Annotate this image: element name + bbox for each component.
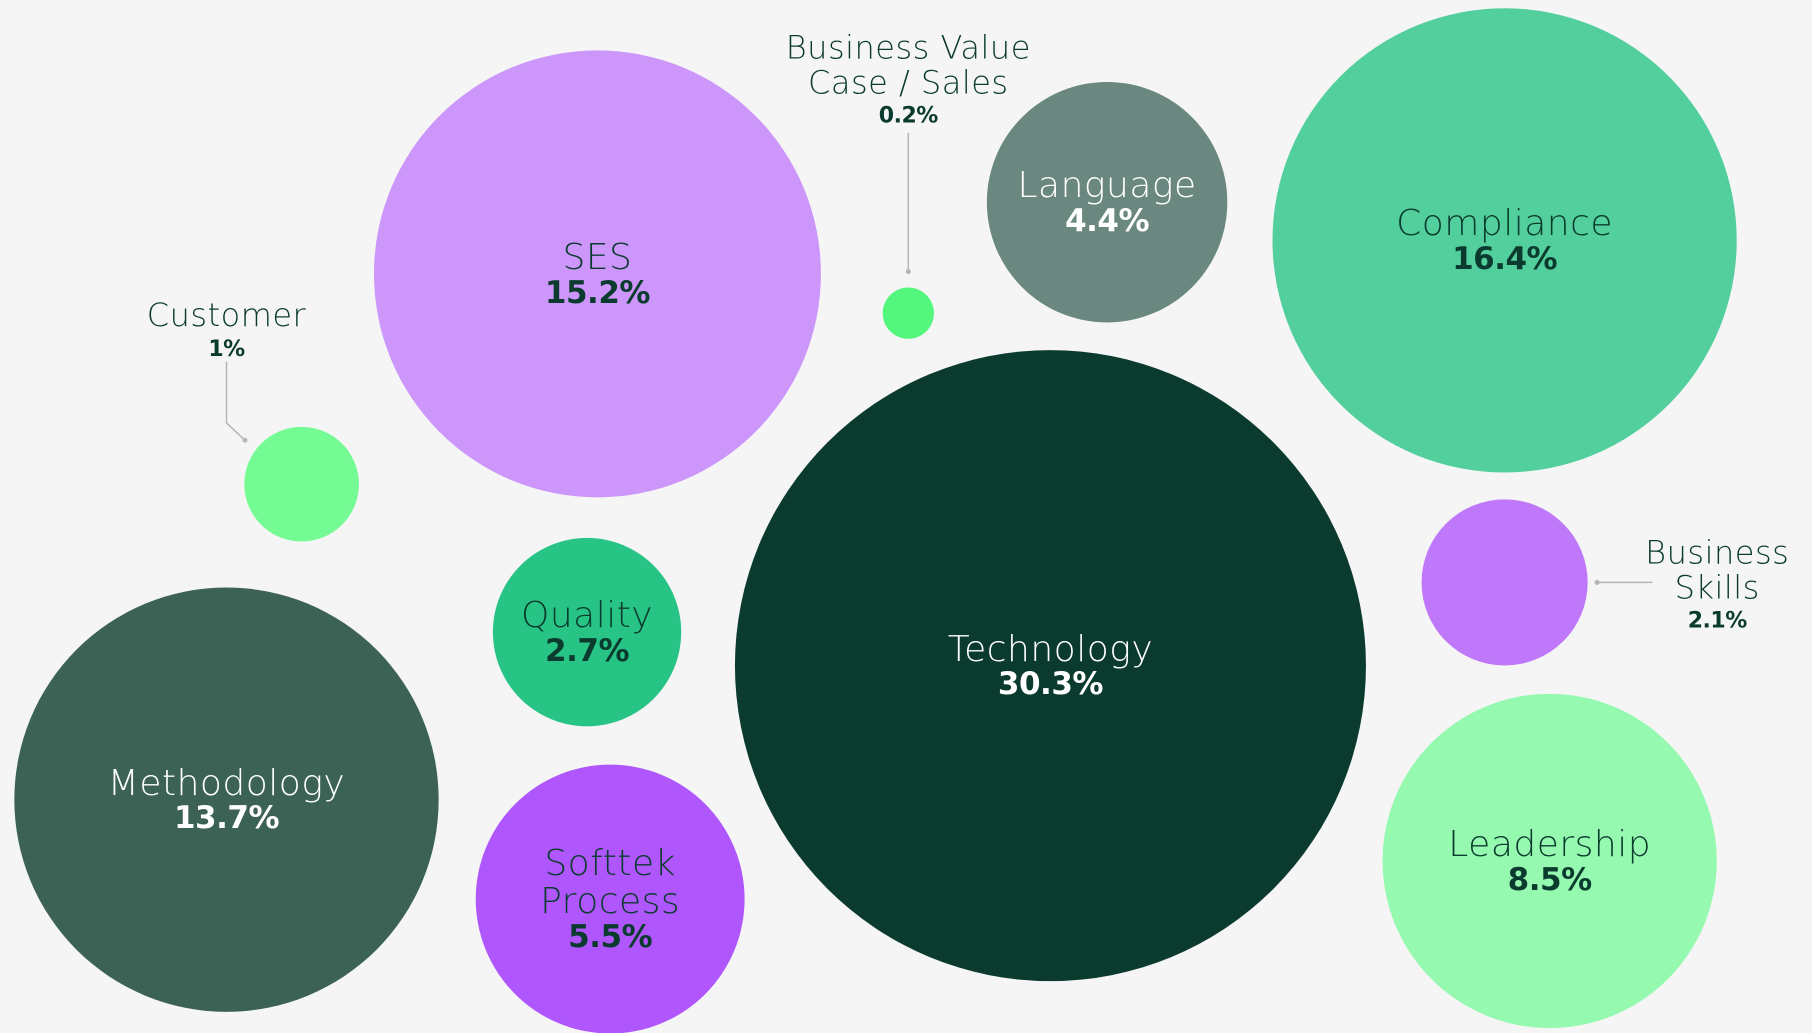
bubble-label: Compliance 16.4% xyxy=(1396,205,1613,275)
category-label: Customer xyxy=(146,296,307,335)
value-label: 2.7% xyxy=(545,632,630,669)
value-label: 15.2% xyxy=(544,274,651,311)
bubble-label: Technology 30.3% xyxy=(948,630,1153,700)
category-label: Technology xyxy=(947,628,1154,670)
leader-dot xyxy=(1594,579,1600,585)
category-label: Methodology xyxy=(107,762,346,804)
bubble xyxy=(1421,499,1588,666)
bubble xyxy=(14,587,439,1012)
category-label: Leadership xyxy=(1448,823,1652,865)
category-label: Compliance xyxy=(1396,203,1614,245)
bubble-label: Leadership 8.5% xyxy=(1448,823,1652,898)
leader-line xyxy=(225,361,246,441)
leader-dot xyxy=(242,437,248,443)
bubble-label: Business Skills 2.1% xyxy=(1631,532,1804,634)
category-label: Language xyxy=(1017,165,1197,207)
value-label: 30.3% xyxy=(997,666,1104,703)
value-label: 8.5% xyxy=(1507,861,1592,898)
category-label: Business Skills xyxy=(1645,532,1790,607)
bubble-label: Methodology 13.7% xyxy=(107,762,346,837)
bubble xyxy=(1382,693,1717,1029)
category-label: Business Value Case / Sales xyxy=(785,27,1031,102)
bubble xyxy=(882,287,934,339)
bubble-label: Softtek Process 5.5% xyxy=(500,845,720,953)
value-label: 16.4% xyxy=(1452,240,1558,277)
category-label: Softtek Process xyxy=(540,842,681,922)
leader-dot xyxy=(905,269,911,275)
bubble xyxy=(475,764,745,1033)
value-label: 0.2% xyxy=(878,103,939,129)
bubble xyxy=(492,537,682,727)
value-label: 13.7% xyxy=(173,800,280,837)
bubble-label: Language 4.4% xyxy=(1017,167,1196,237)
category-label: SES xyxy=(562,236,633,278)
value-label: 4.4% xyxy=(1065,202,1150,239)
bubble-label: Quality 2.7% xyxy=(521,597,653,667)
category-label: Quality xyxy=(520,594,654,636)
bubble xyxy=(244,426,359,542)
bubble xyxy=(1272,8,1737,473)
value-label: 2.1% xyxy=(1687,608,1748,634)
bubble xyxy=(373,50,821,498)
bubble xyxy=(986,82,1228,323)
bubble-label: SES 15.2% xyxy=(544,236,651,311)
value-label: 5.5% xyxy=(568,918,653,955)
bubble-label: Business Value Case / Sales 0.2% xyxy=(770,27,1047,129)
value-label: 1% xyxy=(208,336,245,362)
bubble xyxy=(734,350,1366,982)
bubble-label: Customer 1% xyxy=(53,296,400,362)
